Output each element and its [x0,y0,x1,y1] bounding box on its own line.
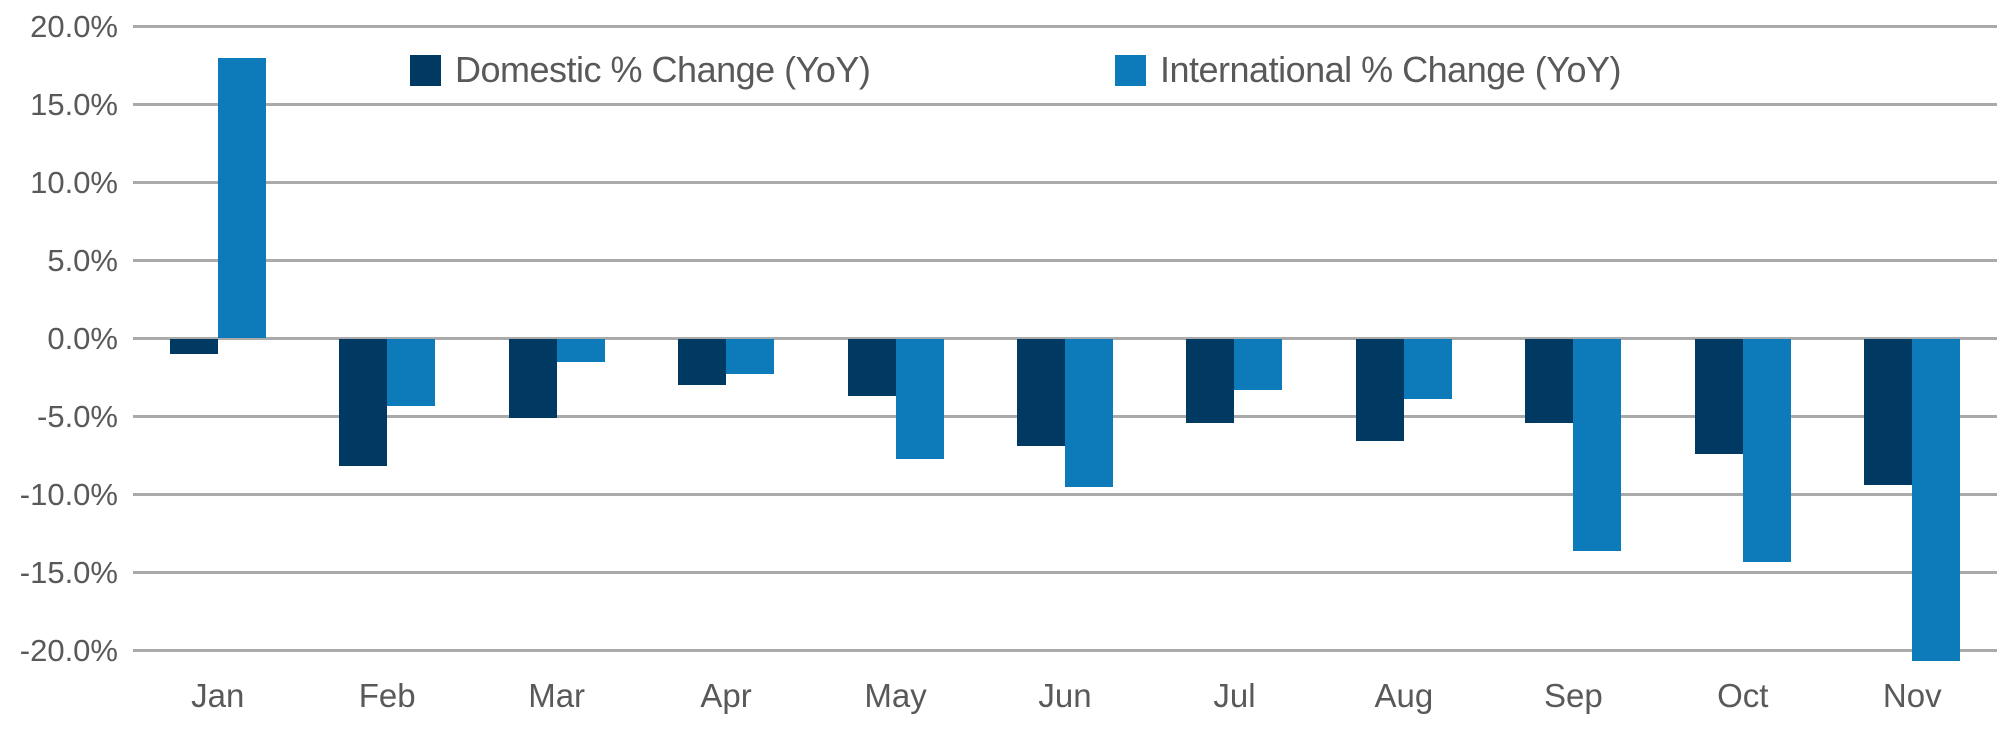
bar-domestic-sep [1525,338,1574,423]
bar-domestic-may [847,338,896,397]
y-axis-label: -5.0% [37,398,118,434]
y-axis-label: 15.0% [30,86,118,122]
x-axis-label-jun: Jun [1038,677,1092,714]
x-axis-label-oct: Oct [1717,677,1769,714]
gridline-15.0% [133,103,1997,106]
bar-domestic-jul [1186,338,1235,423]
bar-domestic-jun [1017,338,1065,447]
gridline-20.0% [133,25,1997,28]
x-axis-label-sep: Sep [1544,677,1603,714]
gridline-10.0% [133,181,1997,184]
legend-swatch-international-icon [1115,54,1146,86]
gridline--10.0% [133,493,1997,496]
bar-international-jan [217,57,266,339]
bar-domestic-apr [678,338,727,386]
y-axis-label: 0.0% [47,320,118,356]
bar-domestic-mar [508,338,557,419]
legend-item-domestic: Domestic % Change (YoY) [410,48,871,92]
x-axis-label-jan: Jan [191,677,245,714]
x-axis-label-apr: Apr [700,677,752,714]
x-axis-label-feb: Feb [358,677,416,714]
y-axis-label: -15.0% [19,554,118,590]
x-axis-label-aug: Aug [1374,677,1434,714]
x-axis-label-may: May [864,677,927,714]
bar-international-feb [387,338,436,406]
y-axis-label: -10.0% [19,476,118,512]
bar-domestic-aug [1355,338,1404,442]
bar-international-aug [1403,338,1452,400]
bar-domestic-feb [339,338,388,467]
y-axis-label: -20.0% [19,632,118,668]
bar-domestic-oct [1694,338,1743,454]
x-axis-label-jul: Jul [1213,677,1256,714]
bar-domestic-nov [1864,338,1913,486]
y-axis-label: 20.0% [30,8,118,44]
legend-item-international: International % Change (YoY) [1115,48,1621,92]
legend-label-domestic: Domestic % Change (YoY) [455,49,871,90]
bar-international-oct [1742,338,1791,562]
bar-international-sep [1573,338,1622,551]
x-axis-label-nov: Nov [1882,677,1942,714]
bar-international-jul [1234,338,1283,390]
bar-international-apr [726,338,775,375]
bar-international-mar [556,338,605,362]
bar-international-jun [1065,338,1113,487]
bar-international-may [895,338,944,459]
gridline--20.0% [133,649,1997,652]
legend-swatch-domestic-icon [410,54,441,86]
y-axis-label: 10.0% [30,164,118,200]
gridline--15.0% [133,571,1997,574]
gridline-5.0% [133,259,1997,262]
x-axis-label-mar: Mar [528,677,586,714]
bar-international-nov [1912,338,1961,662]
y-axis-label: 5.0% [47,242,118,278]
legend-label-international: International % Change (YoY) [1160,49,1621,90]
bar-domestic-jan [169,338,218,355]
